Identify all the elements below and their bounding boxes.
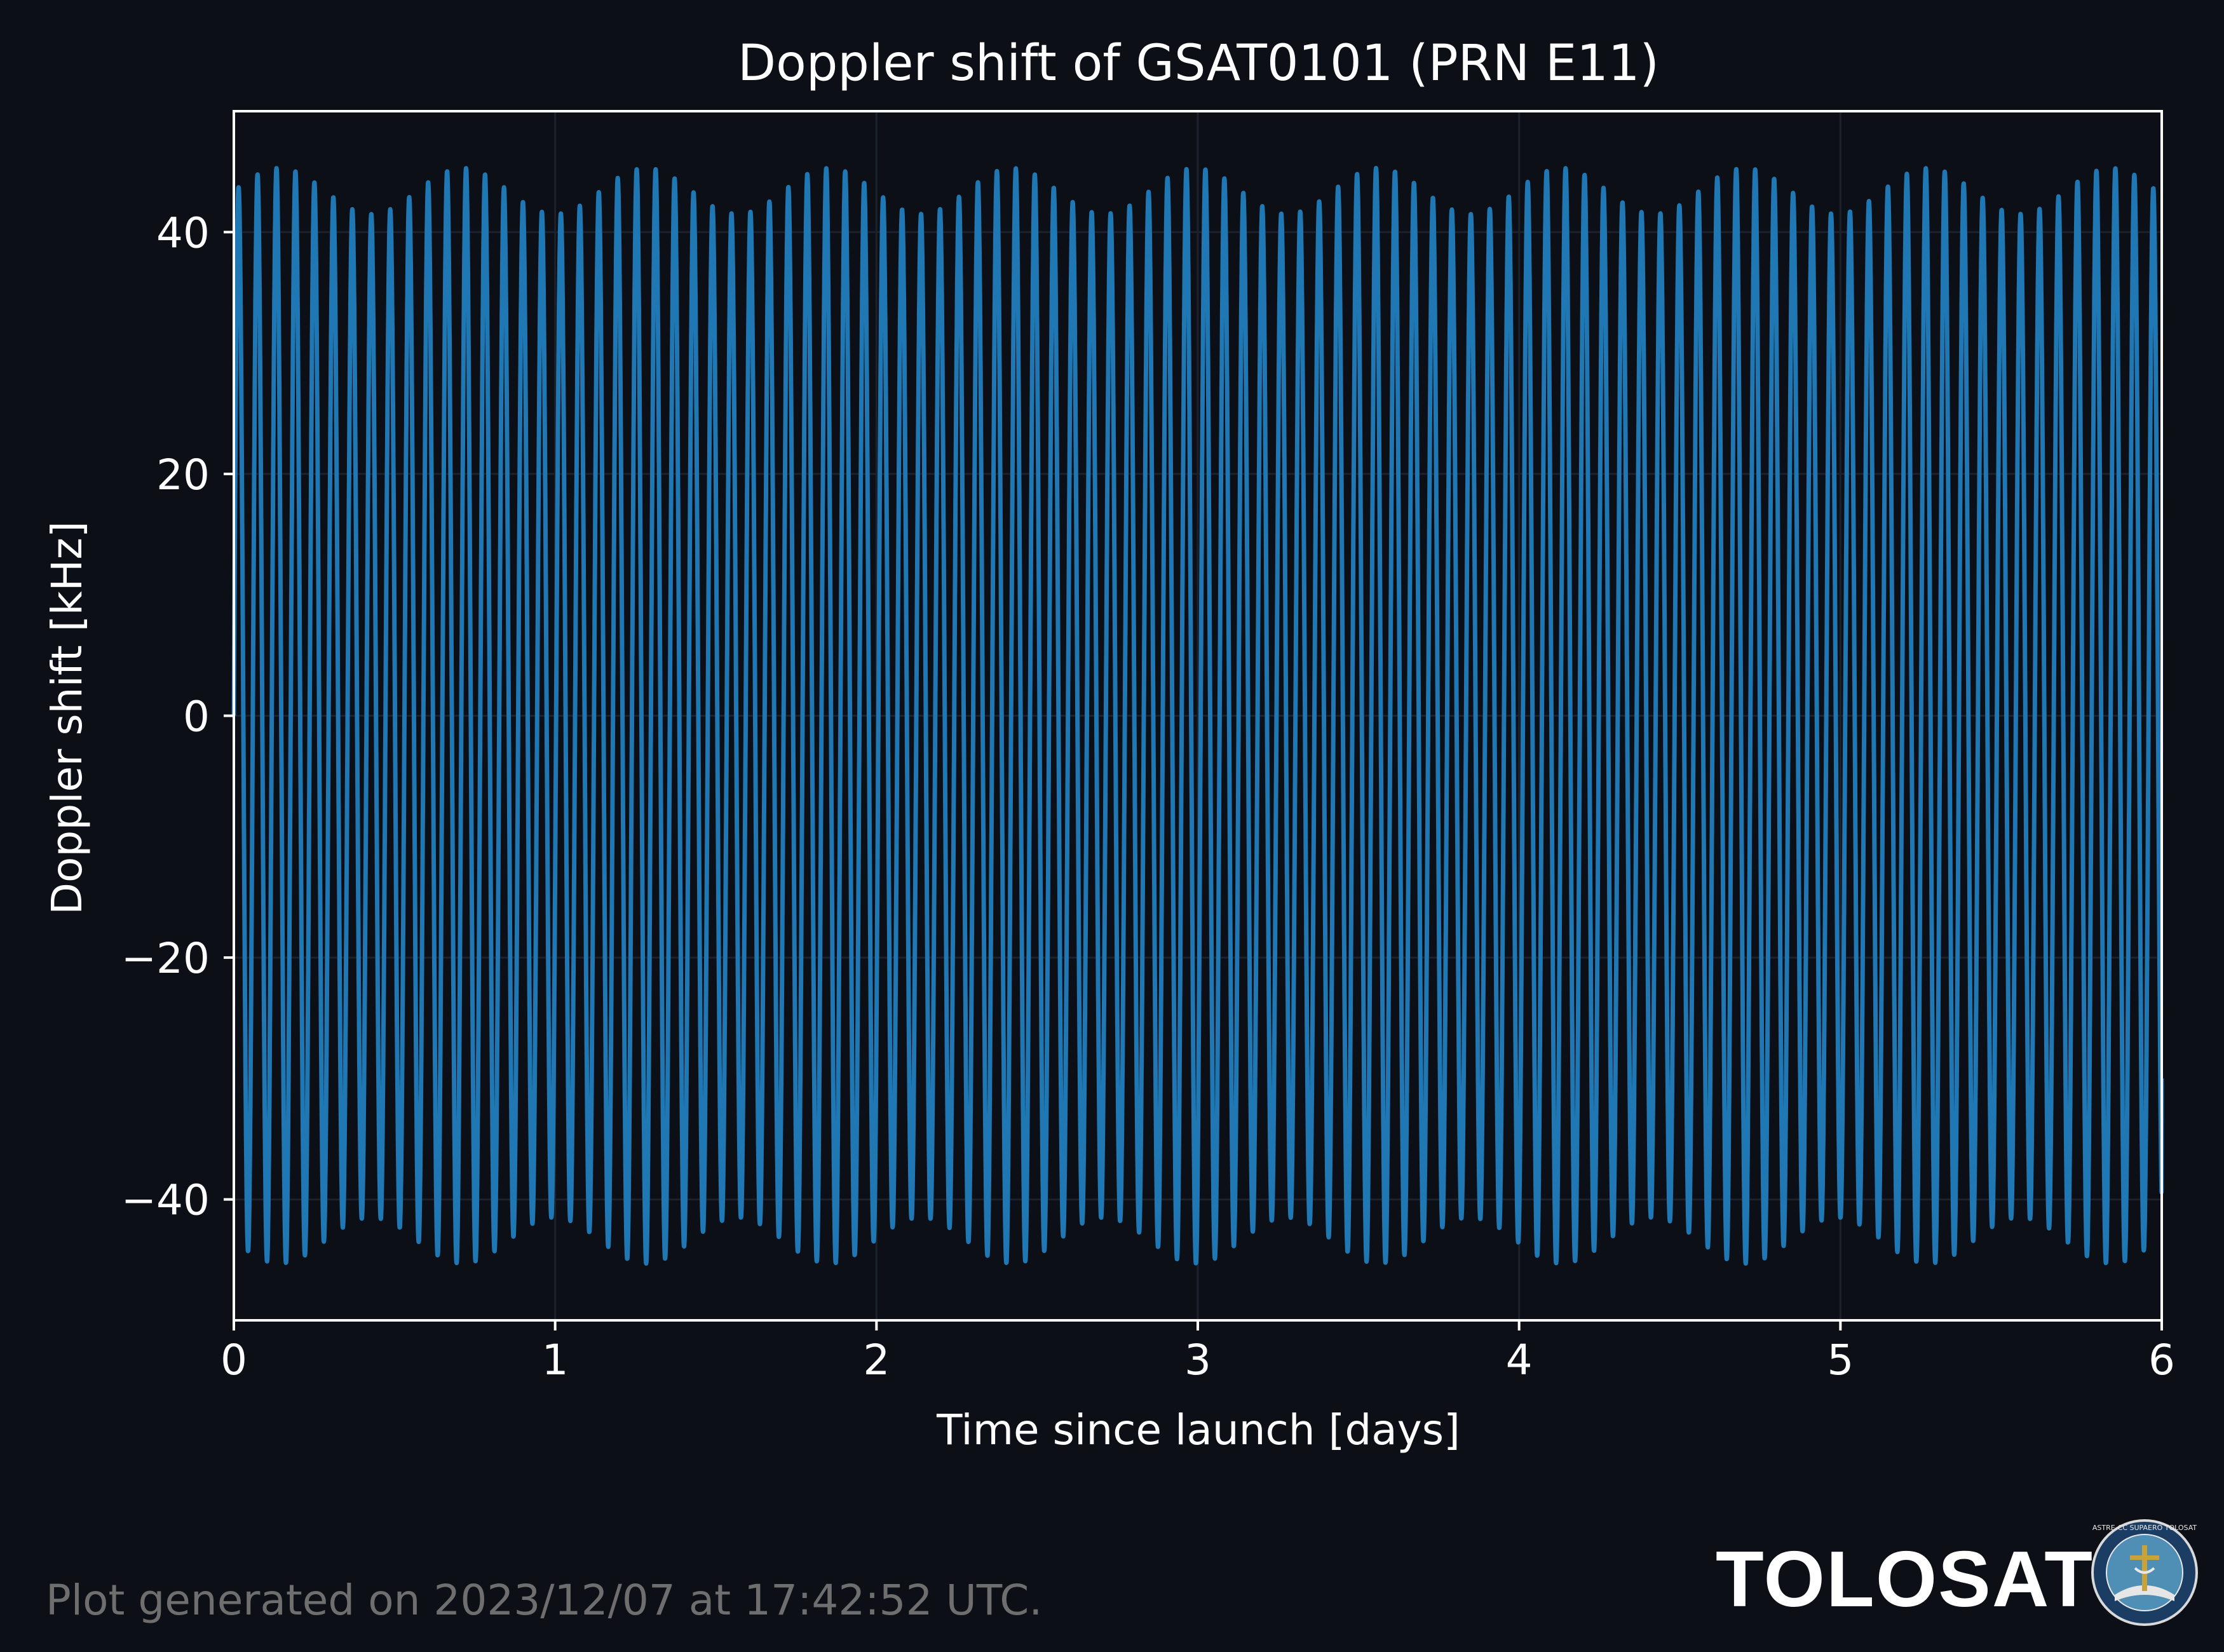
y-tick-label: 20: [156, 450, 210, 499]
y-tick-label: −40: [121, 1176, 210, 1225]
x-tick-label: 0: [220, 1336, 247, 1385]
x-axis-label: Time since launch [days]: [936, 1405, 1460, 1454]
doppler-series: [231, 166, 2164, 1266]
x-tick-label: 5: [1827, 1336, 1854, 1385]
y-axis: −40 −20 0 20 40: [121, 208, 234, 1225]
doppler-series-line: [231, 166, 2164, 1266]
brand-name: TOLOSAT: [1716, 1536, 2094, 1623]
x-tick-label: 4: [1506, 1336, 1533, 1385]
x-tick-label: 1: [542, 1336, 569, 1385]
generated-timestamp: Plot generated on 2023/12/07 at 17:42:52…: [46, 1576, 1043, 1625]
x-tick-label: 2: [863, 1336, 890, 1385]
tolosat-seal-icon: ASTRE-CC SUPAERO TOLOSAT: [2091, 1519, 2198, 1626]
x-axis: 0 1 2 3 4 5 6: [220, 1320, 2175, 1385]
y-axis-label: Doppler shift [kHz]: [43, 521, 92, 915]
y-tick-label: 40: [156, 208, 210, 257]
svg-text:ASTRE-CC SUPAERO TOLOSAT: ASTRE-CC SUPAERO TOLOSAT: [2092, 1524, 2197, 1532]
y-tick-label: −20: [121, 934, 210, 983]
x-tick-label: 6: [2148, 1336, 2175, 1385]
chart-title: Doppler shift of GSAT0101 (PRN E11): [738, 35, 1659, 92]
y-tick-label: 0: [183, 693, 210, 741]
x-tick-label: 3: [1184, 1336, 1211, 1385]
